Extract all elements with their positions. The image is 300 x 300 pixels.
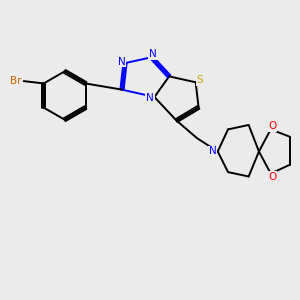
Text: N: N: [118, 57, 125, 67]
Text: N: N: [208, 146, 216, 157]
Text: O: O: [268, 121, 276, 131]
Text: O: O: [268, 172, 276, 182]
Text: N: N: [149, 49, 157, 59]
Text: S: S: [197, 75, 203, 85]
Text: Br: Br: [10, 76, 21, 86]
Text: N: N: [146, 94, 154, 103]
